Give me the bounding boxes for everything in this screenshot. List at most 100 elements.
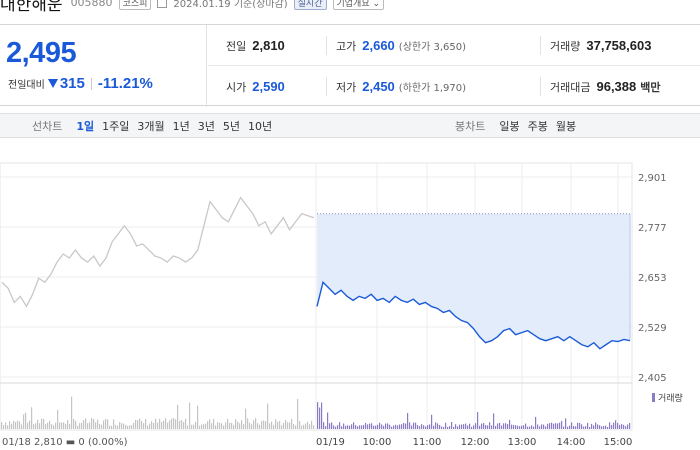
volume-bar [137,420,139,429]
candle-period-option[interactable]: 일봉 [499,119,520,133]
volume-legend-marker [652,393,655,402]
candle-period-option[interactable]: 월봉 [555,119,577,133]
volume-bar [603,426,605,429]
volume-bar [367,424,369,429]
volume-bar [111,425,113,429]
volume-bar [569,425,571,429]
volume-bar [495,425,497,429]
volume-bar [17,420,19,429]
volume-bar [155,418,157,429]
volume-bar [87,423,89,429]
volume-bar [101,424,103,429]
chevron-down-icon: ⌄ [369,0,381,9]
volume-bar [493,413,495,429]
chart-period-bar: 선차트 1일 1주일 3개월 1년 3년 5년 10년 봉차트 일봉 주봉 월봉 [0,113,700,138]
volume-bar [211,423,213,429]
volume-bar [209,419,211,429]
volume-bar [275,419,277,429]
volume-bar [355,425,357,429]
volume-bar [227,418,229,429]
company-overview-button[interactable]: 기업개요 ⌄ [332,0,385,10]
volume-bar [345,425,347,429]
line-period-option[interactable]: 3년 [197,119,215,133]
volume-bar [309,424,311,429]
volume-bar [115,424,117,429]
volume-bar [123,423,125,429]
line-period-option[interactable]: 1주일 [102,119,130,133]
volume-bar [9,421,11,429]
volume-bar [519,426,521,429]
candle-period-option[interactable]: 주봉 [527,119,548,133]
volume-bar [509,419,511,429]
x-tick-label: 13:00 [508,437,537,448]
x-tick-label: 15:00 [604,437,633,448]
x-tick-label: 12:00 [461,437,490,448]
volume-bar [187,425,189,429]
line-period-option[interactable]: 10년 [248,119,273,133]
volume-bar [185,418,187,429]
prev-day-caption: 01/18 2,810 ▬ 0 (0.00%) [2,437,128,448]
volume-bar [27,422,29,429]
volume-bar [589,426,591,429]
quote-panel: 2,495 전일대비 315 -11.21% 전일 2,810 고가 2,660 [0,24,700,107]
volume-bar [581,424,583,429]
volume-bar [473,425,475,429]
stock-name: 대한해운 [0,0,63,12]
live-badge[interactable]: 실시간 [293,0,327,10]
volume-bar [515,425,517,429]
volume-bar [69,423,71,429]
volume-bar [201,424,203,429]
volume-bar [545,426,547,429]
volume-bar [421,424,423,429]
volume-bar [307,421,309,429]
volume-bar [529,426,531,429]
y-tick-label: 2,653 [638,273,667,284]
volume-bar [511,424,513,429]
line-period-option[interactable]: 3개월 [137,119,165,133]
volume-bar [339,422,341,429]
change-label: 전일대비 [8,80,45,91]
volume-bar [133,422,135,429]
volume-bar [417,425,419,429]
volume-bar [467,425,469,429]
volume-bar [143,423,145,429]
volume-bar [29,420,31,429]
volume-bar [171,418,173,429]
volume-bar [619,424,621,429]
volume-bar [413,422,415,429]
y-tick-label: 2,901 [638,173,667,184]
volume-bar [585,426,587,429]
line-period-option[interactable]: 1년 [172,119,190,133]
volume-bar [131,425,133,429]
volume-bar [91,418,93,429]
volume-bar [295,425,297,429]
volume-bar [197,405,199,429]
volume-bar [453,426,455,429]
volume-bar [527,426,529,429]
stock-header: 대한해운 005880 코스피 2024.01.19 기준(장마감) 실시간 기… [0,0,700,12]
volume-bar [251,424,253,429]
volume-bar [269,423,271,429]
volume-bar [77,425,79,429]
volume-bar [419,426,421,429]
volume-bar [113,419,115,429]
volume-bar [153,422,155,429]
volume-bar [561,420,563,429]
volume-bar [387,423,389,429]
volume-bar [273,425,275,429]
volume-bar [159,418,161,429]
volume-bar [501,425,503,429]
volume-bar [165,418,167,429]
line-period-option[interactable]: 1일 [76,119,95,133]
volume-bar [37,419,39,429]
quote-grid: 전일 2,810 고가 2,660 (상한가 3,650) 거래량 37,758… [208,25,700,107]
prev-day-line [1,196,315,308]
volume-bar [253,420,255,429]
price-chart: 2,901 2,777 2,653 2,529 2,405 01/19 10:00 11:00… [0,139,700,450]
document-icon [157,0,168,8]
line-period-option[interactable]: 5년 [222,119,241,133]
volume-bar [377,424,379,429]
volume-bar [541,424,543,429]
volume-bar [613,422,615,429]
